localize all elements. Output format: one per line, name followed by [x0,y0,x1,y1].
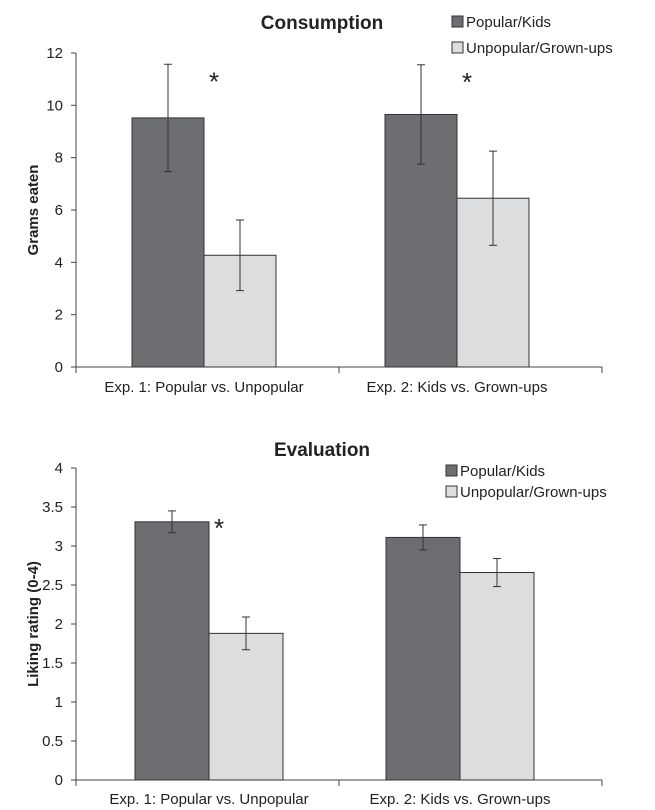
x-category-label: Exp. 2: Kids vs. Grown-ups [367,379,548,396]
y-axis-label: Liking rating (0-4) [25,561,42,687]
bar [460,573,534,780]
legend-label: Unpopular/Grown-ups [460,484,607,501]
significance-marker: * [214,513,224,543]
chart-1: Evaluation Liking rating (0-4) 0 0.5 1 1.5 2 2.… [25,440,607,808]
y-tick-label: 4 [55,254,63,271]
y-tick-label: 0 [55,359,63,376]
chart-title: Consumption [261,13,383,34]
chart-0: Consumption Grams eaten 0 2 4 6 8 10 12 Exp. 1: P… [25,13,613,396]
legend-label: Unpopular/Grown-ups [466,40,613,57]
legend-swatch [446,465,457,476]
y-tick-label: 3.5 [42,499,63,516]
y-tick-label: 4 [55,460,63,477]
legend-label: Popular/Kids [460,463,545,480]
y-tick-label: 10 [46,97,63,114]
legend-label: Popular/Kids [466,14,551,31]
y-tick-label: 6 [55,202,63,219]
bar [135,522,209,780]
y-tick-label: 2 [55,616,63,633]
x-category-label: Exp. 1: Popular vs. Unpopular [104,379,303,396]
legend-swatch [452,16,463,27]
y-tick-label: 3 [55,538,63,555]
y-tick-label: 2 [55,307,63,324]
significance-marker: * [462,67,472,97]
bar [209,633,283,780]
y-tick-label: 1 [55,694,63,711]
y-tick-label: 8 [55,150,63,167]
x-category-label: Exp. 1: Popular vs. Unpopular [109,791,308,808]
legend-swatch [446,486,457,497]
y-tick-label: 1.5 [42,655,63,672]
significance-marker: * [209,66,219,96]
legend-swatch [452,42,463,53]
y-tick-label: 2.5 [42,577,63,594]
y-tick-label: 0.5 [42,733,63,750]
y-tick-label: 0 [55,772,63,789]
bar [386,537,460,780]
x-category-label: Exp. 2: Kids vs. Grown-ups [370,791,551,808]
y-axis-label: Grams eaten [25,165,42,256]
chart-title: Evaluation [274,440,370,461]
y-tick-label: 12 [46,45,63,62]
